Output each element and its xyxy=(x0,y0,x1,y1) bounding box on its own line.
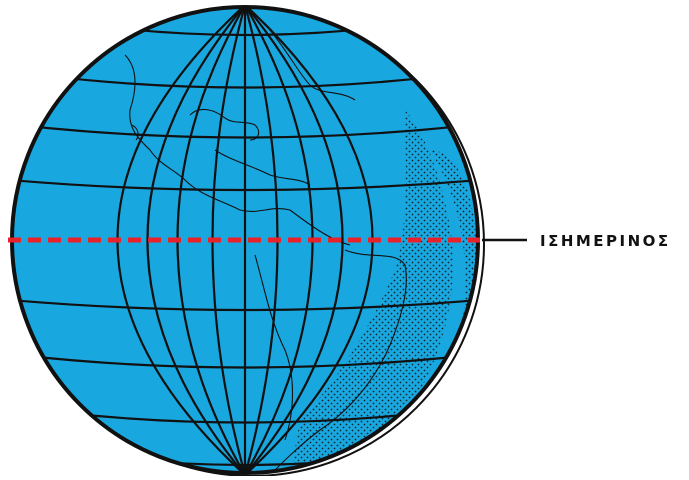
equator-label: ΙΣΗΜΕΡΙΝΟΣ xyxy=(540,232,671,250)
continent-outlines xyxy=(124,29,407,471)
